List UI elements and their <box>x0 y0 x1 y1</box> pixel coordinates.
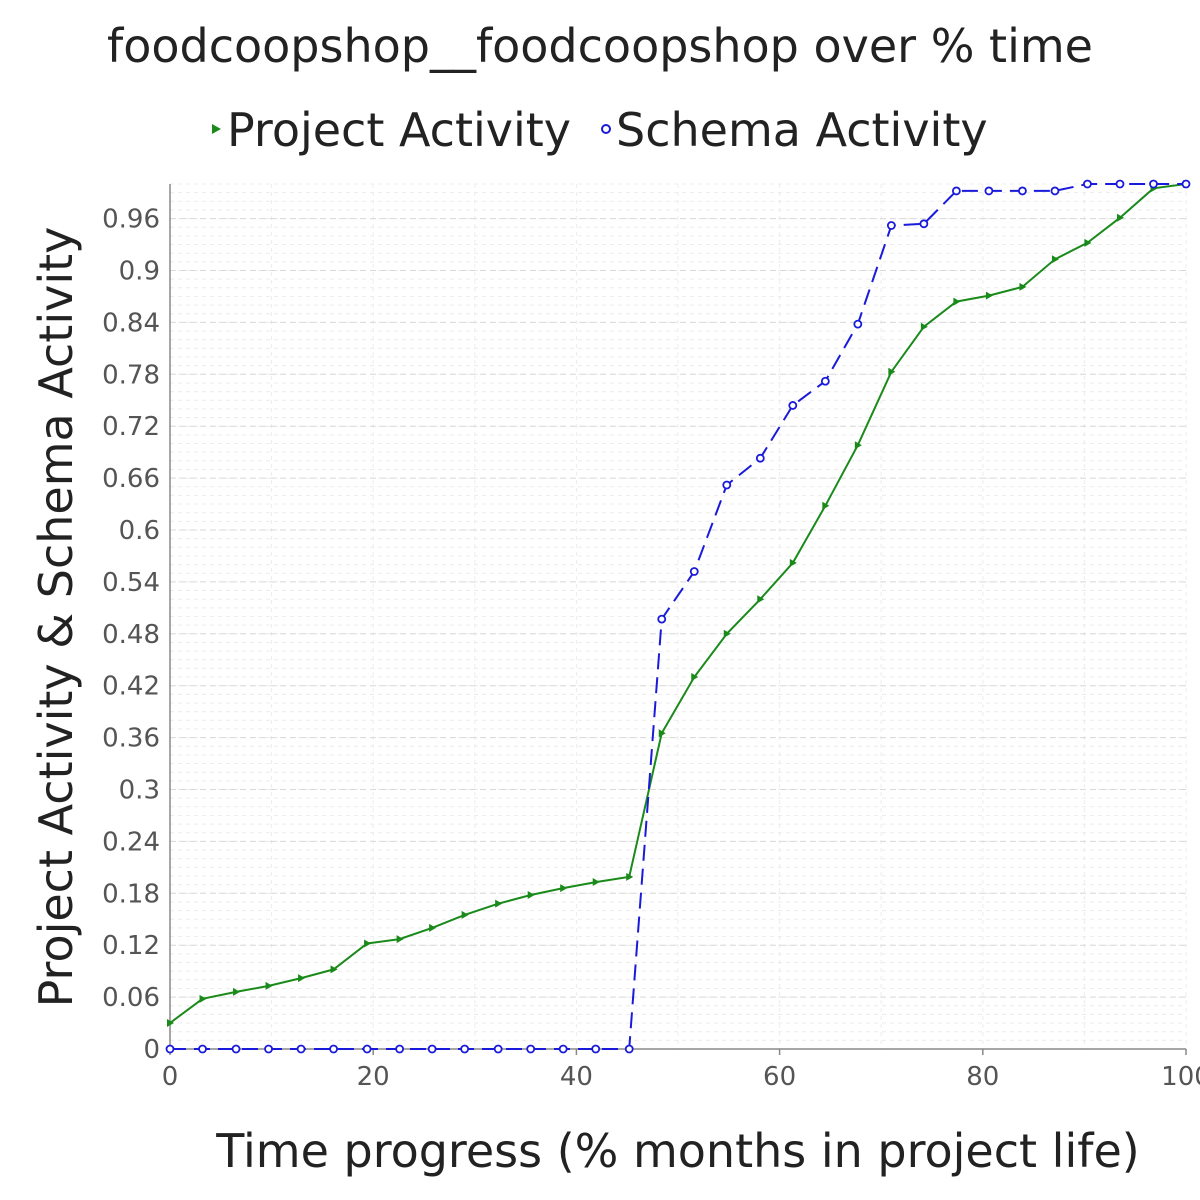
data-point-schema-activity <box>1149 179 1158 189</box>
x-tick-label: 80 <box>966 1062 999 1092</box>
series <box>165 179 1191 1054</box>
x-tick-label: 40 <box>560 1062 593 1092</box>
data-point-schema-activity <box>1018 186 1027 196</box>
data-point-schema-activity <box>296 1044 306 1054</box>
data-point-project-activity <box>822 501 830 510</box>
data-point-schema-activity <box>919 219 929 229</box>
y-tick-label: 0.3 <box>119 776 160 806</box>
data-point-project-activity <box>691 673 699 682</box>
y-tick-label: 0.48 <box>102 620 160 650</box>
data-point-project-activity <box>789 558 797 567</box>
legend-label-project-activity: Project Activity <box>227 103 571 157</box>
data-point-project-activity <box>429 923 437 932</box>
data-point-project-activity <box>854 441 862 450</box>
data-point-project-activity <box>888 367 896 376</box>
data-point-schema-activity <box>329 1044 338 1054</box>
data-point-project-activity <box>560 884 568 893</box>
data-point-schema-activity <box>1115 179 1125 189</box>
data-point-schema-activity <box>1050 186 1060 196</box>
data-point-project-activity <box>199 994 207 1003</box>
legend-marker-project-activity <box>212 124 221 134</box>
x-tick-label: 60 <box>763 1062 796 1092</box>
data-point-project-activity <box>920 322 928 331</box>
data-point-schema-activity <box>657 614 667 624</box>
data-point-project-activity <box>330 965 338 974</box>
data-point-schema-activity <box>1083 179 1092 189</box>
y-tick-label: 0.9 <box>119 257 160 287</box>
data-point-project-activity <box>364 939 372 948</box>
data-point-schema-activity <box>624 1044 634 1054</box>
data-point-schema-activity <box>820 376 830 386</box>
data-point-project-activity <box>461 910 469 919</box>
data-point-schema-activity <box>689 567 699 576</box>
y-tick-label: 0.18 <box>102 879 160 909</box>
legend-label-schema-activity: Schema Activity <box>616 103 988 157</box>
x-tick-label: 0 <box>162 1062 179 1092</box>
data-point-schema-activity <box>264 1044 273 1054</box>
data-point-schema-activity <box>198 1044 207 1054</box>
series-line-schema-activity <box>170 183 1186 1050</box>
data-point-schema-activity <box>558 1044 568 1054</box>
data-point-project-activity <box>953 297 961 306</box>
data-point-schema-activity <box>395 1044 405 1054</box>
data-point-schema-activity <box>755 453 765 463</box>
data-point-project-activity <box>723 629 731 638</box>
y-tick-label: 0.06 <box>102 983 160 1013</box>
data-point-project-activity <box>1051 255 1059 264</box>
data-point-project-activity <box>757 595 765 604</box>
y-tick-label: 0.12 <box>102 931 160 961</box>
data-point-project-activity <box>1084 238 1092 247</box>
series-line-project-activity <box>169 183 1187 1024</box>
chart-title: foodcoopshop__foodcoopshop over % time <box>107 19 1093 73</box>
x-axis-label: Time progress (% months in project life) <box>215 1124 1139 1178</box>
data-point-project-activity <box>396 935 404 944</box>
data-point-schema-activity <box>362 1044 372 1054</box>
tick-labels: 0 0.06 0.12 0.18 0.24 0.3 0.36 0.42 0.48 0.54 0.6 0… <box>102 205 1200 1092</box>
y-axis-label: Project Activity & Schema Activity <box>29 227 83 1008</box>
data-point-schema-activity <box>526 1044 536 1054</box>
data-point-project-activity <box>592 878 600 887</box>
data-point-schema-activity <box>1181 179 1191 189</box>
data-point-project-activity <box>985 291 993 300</box>
data-point-schema-activity <box>427 1044 437 1054</box>
y-tick-label: 0.84 <box>102 308 160 338</box>
data-point-schema-activity <box>493 1044 503 1054</box>
x-tick-label: 20 <box>357 1062 390 1092</box>
data-point-project-activity <box>167 1019 174 1028</box>
data-point-project-activity <box>1019 282 1027 291</box>
data-point-schema-activity <box>460 1044 470 1054</box>
data-point-project-activity <box>495 899 503 908</box>
data-point-project-activity <box>527 891 535 900</box>
data-point-schema-activity <box>591 1044 601 1054</box>
data-point-schema-activity <box>853 319 863 329</box>
data-point-schema-activity <box>231 1044 241 1054</box>
legend: Project Activity Schema Activity <box>212 103 988 157</box>
data-point-project-activity <box>233 987 241 996</box>
data-point-project-activity <box>626 872 634 881</box>
data-point-project-activity <box>265 981 273 990</box>
data-point-project-activity <box>1116 213 1124 222</box>
y-tick-label: 0.6 <box>119 516 160 546</box>
grid <box>169 183 1187 1050</box>
y-tick-label: 0.66 <box>102 464 160 494</box>
data-point-schema-activity <box>165 1044 175 1054</box>
data-point-schema-activity <box>984 186 994 196</box>
legend-marker-schema-activity <box>601 124 611 134</box>
x-tick-label: 100 <box>1161 1062 1200 1092</box>
y-tick-label: 0.36 <box>102 724 160 754</box>
y-tick-label: 0.72 <box>102 412 160 442</box>
data-point-schema-activity <box>722 480 732 490</box>
data-point-project-activity <box>658 729 666 738</box>
data-point-project-activity <box>298 974 306 983</box>
y-tick-label: 0.54 <box>102 568 160 598</box>
y-tick-label: 0.42 <box>102 672 160 702</box>
y-tick-label: 0 <box>143 1035 160 1065</box>
y-tick-label: 0.96 <box>102 205 160 235</box>
data-point-schema-activity <box>886 221 896 230</box>
y-tick-label: 0.24 <box>102 827 160 857</box>
data-point-schema-activity <box>788 401 798 410</box>
y-tick-label: 0.78 <box>102 360 160 390</box>
data-point-schema-activity <box>951 186 961 196</box>
